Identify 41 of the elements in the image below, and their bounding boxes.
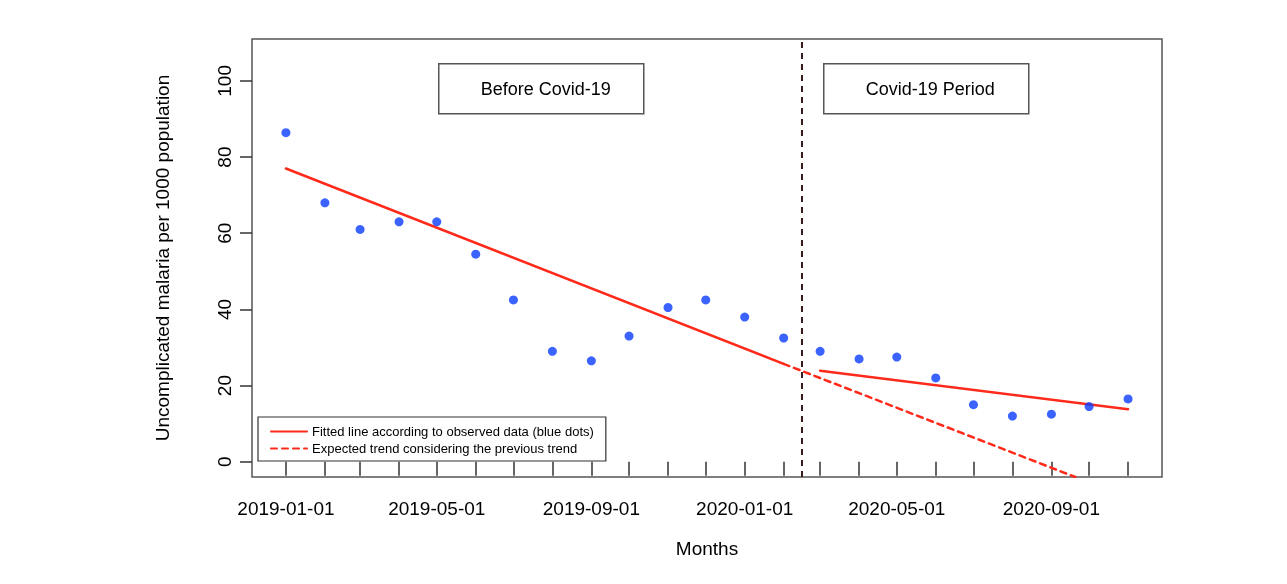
point	[1046, 409, 1056, 419]
annotation: Covid-19 Period	[865, 78, 995, 99]
point	[394, 217, 404, 227]
y-tick-label: 40	[214, 298, 235, 320]
point	[624, 331, 634, 341]
x-tick-label: 2019-05-01	[388, 498, 486, 519]
x-tick-label: 2019-01-01	[237, 498, 335, 519]
point	[815, 346, 825, 356]
y-tick-label: 80	[214, 146, 235, 168]
y-tick-label: 20	[214, 375, 235, 397]
legend-label: Expected trend considering the previous trend	[312, 441, 578, 456]
x-axis-title: Months	[675, 538, 739, 559]
y-axis-title: Uncomplicated malaria per 1000 population	[152, 74, 173, 442]
point	[1007, 411, 1017, 421]
point	[740, 312, 750, 322]
legend-label: Fitted line according to observed data (blue dots)	[312, 424, 594, 439]
point	[854, 354, 864, 364]
annotation: Before Covid-19	[480, 78, 611, 99]
point	[471, 249, 481, 259]
point	[892, 352, 902, 362]
point	[320, 198, 330, 208]
point	[1123, 394, 1133, 404]
point	[432, 217, 442, 227]
point	[931, 373, 941, 383]
x-tick-label: 2020-05-01	[848, 498, 946, 519]
x-tick-label: 2020-01-01	[696, 498, 794, 519]
point	[508, 295, 518, 305]
x-tick-label: 2019-09-01	[542, 498, 640, 519]
point	[968, 400, 978, 410]
y-tick-label: 60	[214, 222, 235, 244]
point	[547, 346, 557, 356]
point	[355, 224, 365, 234]
point	[701, 295, 711, 305]
point	[586, 356, 596, 366]
y-tick-label: 0	[214, 456, 235, 468]
point	[281, 128, 291, 138]
point	[663, 303, 673, 313]
x-tick-label: 2020-09-01	[1002, 498, 1100, 519]
point	[1084, 402, 1094, 412]
point	[779, 333, 789, 343]
y-tick-label: 100	[214, 65, 235, 97]
